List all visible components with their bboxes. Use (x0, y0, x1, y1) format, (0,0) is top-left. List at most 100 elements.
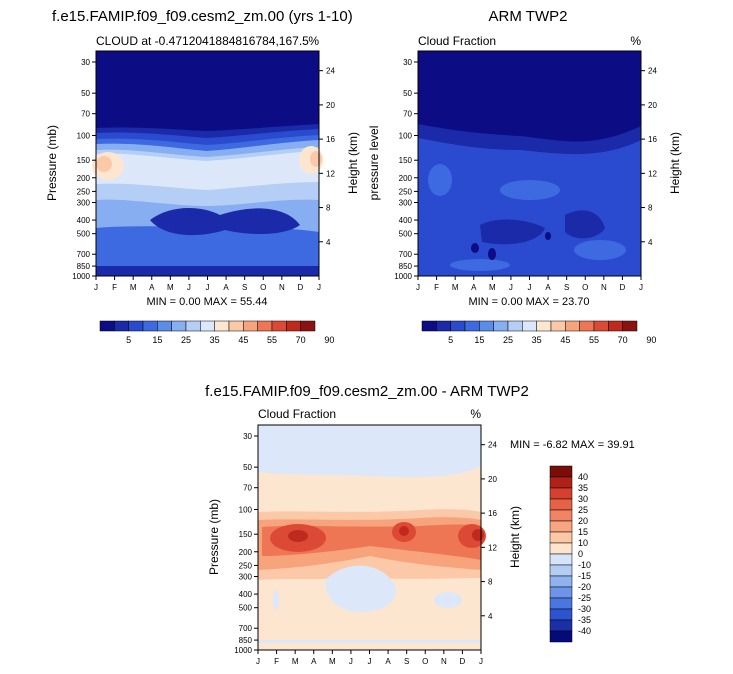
pressure-tick-label: 1000 (72, 272, 90, 281)
height-tick-label: 4 (488, 612, 493, 621)
diff-peak-sep-core (399, 526, 409, 536)
month-tick-label: J (256, 657, 260, 666)
month-tick-label: A (149, 283, 155, 292)
colorbar-swatch (436, 320, 451, 332)
panel-obs-ylabel-right: Height (km) (668, 132, 682, 194)
height-tick-label: 16 (648, 135, 657, 144)
colorbar-label: 55 (589, 335, 599, 345)
diff-surface-band (258, 638, 481, 650)
month-tick-label: D (298, 283, 304, 292)
model-band-f (96, 151, 319, 190)
obs-patch-3 (450, 259, 510, 271)
pressure-tick-label: 30 (81, 58, 90, 67)
pressure-tick-label: 500 (399, 230, 413, 239)
diff-peak-dec-core (472, 529, 484, 541)
month-tick-label: J (206, 283, 210, 292)
colorbar-swatch (549, 531, 573, 544)
colorbar-label: 25 (181, 335, 191, 345)
month-tick-label: A (545, 283, 551, 292)
colorbar-swatch (549, 520, 573, 533)
height-tick-label: 20 (326, 101, 335, 110)
panel-model-subtitle: CLOUD at -0.4712041884816784,167.5 (96, 34, 309, 48)
colorbar-label: 20 (578, 516, 588, 526)
colorbar-label: -35 (578, 615, 591, 625)
month-tick-label: N (441, 657, 447, 666)
colorbar-swatch (549, 564, 573, 577)
colorbar-swatch (522, 320, 537, 332)
pressure-tick-label: 200 (77, 174, 91, 183)
colorbar-swatch (549, 476, 573, 489)
height-tick-label: 24 (326, 67, 335, 76)
colorbar-label: 30 (578, 494, 588, 504)
month-tick-label: J (479, 657, 483, 666)
panel-diff-subtitle: Cloud Fraction (258, 407, 336, 421)
colorbar-label: 25 (578, 505, 588, 515)
height-tick-label: 12 (488, 543, 497, 552)
panel-obs-ylabel: pressure level (367, 126, 381, 201)
month-tick-label: O (260, 283, 266, 292)
height-tick-label: 8 (326, 204, 331, 213)
colorbar-label: 10 (578, 538, 588, 548)
diff-neg-patch-2 (434, 592, 462, 608)
month-tick-label: D (460, 657, 466, 666)
month-tick-label: M (292, 657, 299, 666)
model-peak-jan-inner (96, 156, 112, 172)
panel-model-field (92, 51, 323, 276)
colorbar-label: 5 (448, 335, 453, 345)
diff-neg-patch-3 (273, 590, 279, 610)
obs-min-2 (545, 232, 551, 240)
pressure-tick-label: 1000 (394, 272, 412, 281)
colorbar-label: 55 (267, 335, 277, 345)
obs-low-1 (480, 219, 545, 245)
colorbar-swatch (549, 586, 573, 599)
pressure-tick-label: 700 (399, 250, 413, 259)
colorbar-label: 15 (578, 527, 588, 537)
pressure-tick-label: 700 (77, 250, 91, 259)
colorbar-label: 25 (503, 335, 513, 345)
height-tick-label: 8 (488, 578, 493, 587)
pressure-tick-label: 50 (243, 463, 252, 472)
height-tick-label: 4 (326, 238, 331, 247)
panel-diff-ylabel: Pressure (mb) (207, 499, 221, 575)
colorbar-swatch (185, 320, 201, 332)
colorbar-label: -40 (578, 626, 591, 636)
month-tick-label: M (329, 657, 336, 666)
colorbar-swatch (142, 320, 158, 332)
model-peak-dec-inner (310, 151, 322, 167)
panel-diff-field (258, 425, 486, 650)
month-tick-label: S (404, 657, 409, 666)
colorbar-swatch (549, 465, 573, 478)
obs-patch-1 (428, 164, 452, 196)
diff-neg-patch-1 (325, 565, 396, 612)
colorbar-swatch (550, 320, 566, 332)
panel-obs: ARM TWP2 Cloud Fraction % 30 50 70 100 150 20… (367, 8, 682, 345)
colorbar-label: 15 (152, 335, 162, 345)
height-tick-label: 20 (648, 101, 657, 110)
pressure-tick-label: 150 (77, 156, 91, 165)
month-tick-label: J (317, 283, 321, 292)
month-tick-label: S (564, 283, 569, 292)
panel-diff-title: f.e15.FAMIP.f09_f09.cesm2_zm.00 - ARM TW… (205, 383, 529, 400)
colorbar-swatch (157, 320, 172, 332)
month-tick-label: F (434, 283, 439, 292)
panel-model-ylabel: Pressure (mb) (45, 125, 59, 201)
month-tick-label: J (368, 657, 372, 666)
obs-band-b (418, 138, 641, 276)
colorbar-swatch (464, 320, 480, 332)
diff-peak-mar-core (288, 530, 308, 542)
colorbar-swatch (300, 320, 316, 332)
panel-obs-units: % (630, 34, 641, 48)
panel-diff-ylabel-right: Height (km) (508, 506, 522, 568)
colorbar-label: 35 (210, 335, 220, 345)
colorbar-label: -10 (578, 560, 591, 570)
pressure-tick-label: 400 (77, 216, 91, 225)
diff-surface-neg (258, 640, 481, 643)
panel-diff-units: % (470, 407, 481, 421)
panel-diff: f.e15.FAMIP.f09_f09.cesm2_zm.00 - ARM TW… (205, 383, 635, 666)
obs-min-3 (471, 243, 479, 253)
pressure-tick-label: 250 (399, 187, 413, 196)
pressure-tick-label: 50 (81, 89, 90, 98)
pressure-tick-label: 70 (81, 110, 90, 119)
colorbar-label: 70 (618, 335, 628, 345)
